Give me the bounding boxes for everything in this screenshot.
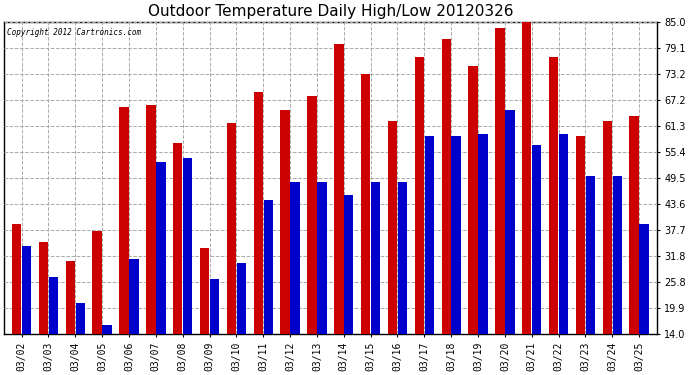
Bar — [361, 74, 371, 334]
Bar — [613, 176, 622, 334]
Bar — [334, 44, 344, 334]
Title: Outdoor Temperature Daily High/Low 20120326: Outdoor Temperature Daily High/Low 20120… — [148, 4, 513, 19]
Bar — [559, 134, 569, 334]
Bar — [478, 134, 488, 334]
Bar — [415, 57, 424, 334]
Bar — [237, 264, 246, 334]
Bar — [76, 303, 85, 334]
Bar — [227, 123, 236, 334]
Bar — [49, 277, 58, 334]
Bar — [388, 121, 397, 334]
Bar — [22, 246, 31, 334]
Bar — [12, 224, 21, 334]
Bar — [173, 142, 182, 334]
Bar — [102, 325, 112, 334]
Bar — [264, 200, 273, 334]
Bar — [210, 279, 219, 334]
Bar — [183, 158, 193, 334]
Bar — [505, 110, 515, 334]
Bar — [290, 182, 299, 334]
Bar — [495, 28, 504, 334]
Bar — [469, 66, 477, 334]
Bar — [200, 248, 209, 334]
Bar — [575, 136, 585, 334]
Bar — [317, 182, 326, 334]
Bar — [424, 136, 434, 334]
Bar — [129, 259, 139, 334]
Bar — [549, 57, 558, 334]
Bar — [602, 121, 612, 334]
Bar — [146, 105, 155, 334]
Text: Copyright 2012 Cartronics.com: Copyright 2012 Cartronics.com — [8, 28, 141, 37]
Bar — [522, 22, 531, 334]
Bar — [451, 136, 461, 334]
Bar — [280, 110, 290, 334]
Bar — [156, 162, 166, 334]
Bar — [92, 231, 102, 334]
Bar — [254, 92, 263, 334]
Bar — [629, 116, 639, 334]
Bar — [119, 108, 129, 334]
Bar — [442, 39, 451, 334]
Bar — [586, 176, 595, 334]
Bar — [344, 195, 353, 334]
Bar — [307, 96, 317, 334]
Bar — [39, 242, 48, 334]
Bar — [532, 145, 542, 334]
Bar — [66, 261, 75, 334]
Bar — [371, 182, 380, 334]
Bar — [397, 182, 407, 334]
Bar — [640, 224, 649, 334]
